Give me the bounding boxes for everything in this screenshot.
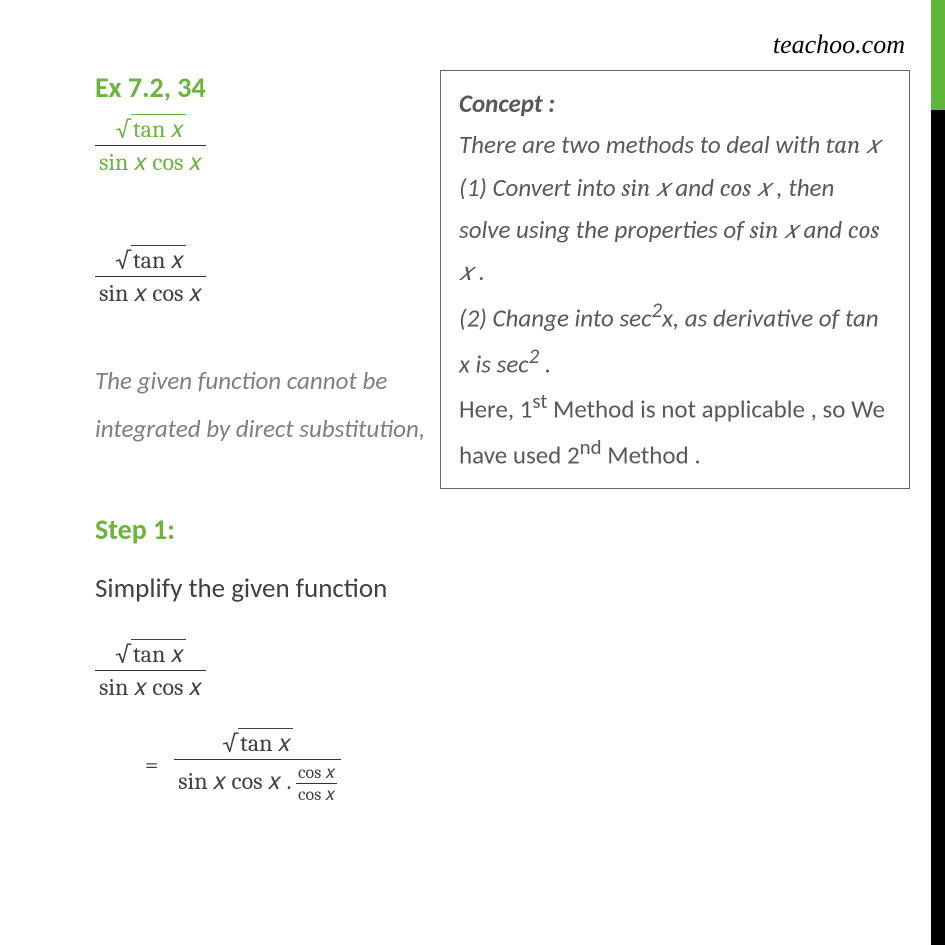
concept-here-a: Here, 1 [459, 394, 532, 425]
concept-intro: There are two methods to deal with [459, 129, 820, 160]
concept-m2-a: (2) Change into sec [459, 303, 652, 334]
side-accent-green [931, 0, 945, 110]
step1-f2-num: tan 𝑥 [238, 728, 293, 757]
concept-title: Concept : [459, 88, 555, 119]
concept-m2-c: . [539, 348, 551, 379]
concept-here-c: Method . [602, 439, 701, 470]
concept-box: Concept : There are two methods to deal … [440, 70, 910, 489]
step1-expression-1: tan 𝑥 sin 𝑥 cos 𝑥 [95, 640, 915, 701]
equals-sign: = [145, 751, 158, 779]
step1-expression-2: = tan 𝑥 sin 𝑥 cos 𝑥 . cos 𝑥 cos 𝑥 [145, 729, 915, 805]
side-accent-black [931, 110, 945, 945]
step1-text: Simplify the given function [95, 572, 915, 605]
step1-f1-num: tan 𝑥 [131, 639, 186, 668]
concept-and-2: and [798, 214, 848, 245]
logo-text: teachoo.com [773, 30, 905, 60]
concept-sq-1: 2 [652, 297, 663, 323]
concept-nd: nd [580, 434, 602, 460]
step1-subfrac-num: cos 𝑥 [296, 762, 337, 784]
concept-m1-c: . [473, 256, 485, 287]
concept-and-1: and [670, 172, 720, 203]
step1-subfrac: cos 𝑥 cos 𝑥 [296, 762, 337, 805]
concept-sq-2: 2 [529, 343, 540, 369]
exercise-numerator: tan 𝑥 [131, 114, 186, 143]
concept-cosx-1: cos 𝑥 [720, 174, 771, 203]
concept-m1-a: (1) Convert into [459, 172, 621, 203]
restate-denominator: sin 𝑥 cos 𝑥 [95, 277, 206, 307]
concept-tanx: tan 𝑥 [826, 131, 880, 160]
step1-f2-den-a: sin 𝑥 cos 𝑥 . [178, 767, 291, 795]
concept-sinx-2: sin 𝑥 [750, 216, 798, 245]
restate-numerator: tan 𝑥 [131, 245, 186, 274]
step1-subfrac-den: cos 𝑥 [296, 784, 337, 805]
concept-st: st [532, 388, 547, 414]
exercise-denominator: sin 𝑥 cos 𝑥 [95, 146, 206, 176]
step1-f1-den: sin 𝑥 cos 𝑥 [95, 671, 206, 701]
concept-sinx-1: sin 𝑥 [621, 174, 669, 203]
note-text: The given function cannot be integrated … [95, 357, 475, 452]
step1-label: Step 1: [95, 512, 915, 547]
